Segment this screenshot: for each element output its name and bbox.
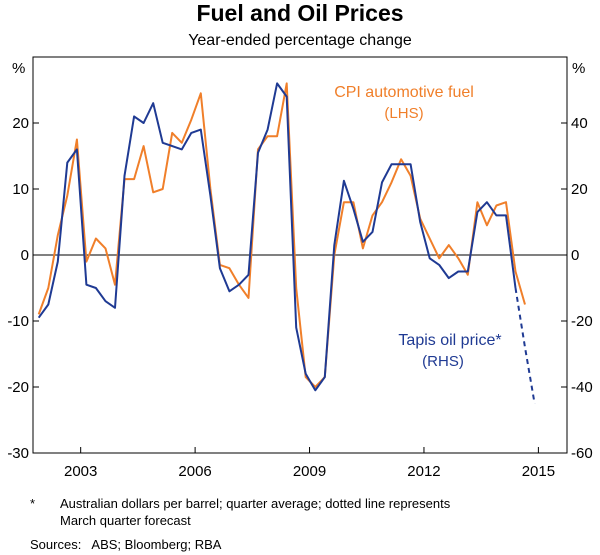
footnote-marker: * [30,496,36,511]
x-axis-tick-label: 2012 [407,463,440,480]
left-axis-tick-label: 0 [21,247,29,264]
left-axis-tick-label: -10 [7,313,29,330]
left-axis-tick-label: -20 [7,379,29,396]
chart-title: Fuel and Oil Prices [196,0,404,26]
right-axis-tick-label: 40 [571,115,588,132]
right-axis-tick-label: 20 [571,181,588,198]
x-axis-tick-label: 2006 [178,463,211,480]
left-axis-tick-label: 20 [12,115,29,132]
footnote-line-1: Australian dollars per barrel; quarter a… [60,496,451,511]
right-axis-tick-label: 0 [571,247,579,264]
right-axis-tick-label: -60 [571,445,593,462]
sources-note: Sources: ABS; Bloomberg; RBA [30,537,222,552]
right-axis-unit: % [572,60,585,77]
cpi-fuel-axis-label: (LHS) [384,105,423,122]
left-axis-tick-label: 10 [12,181,29,198]
left-axis-tick-label: -30 [7,445,29,462]
chart-subtitle: Year-ended percentage change [188,32,412,49]
x-axis-tick-label: 2003 [64,463,97,480]
x-axis-tick-label: 2015 [522,463,555,480]
tapis-oil-line [37,82,517,392]
right-axis-tick-label: -40 [571,379,593,396]
x-axis-tick-label: 2009 [293,463,326,480]
right-axis-tick-label: -20 [571,313,593,330]
tapis-oil-label: Tapis oil price* [398,332,501,349]
cpi-fuel-label: CPI automotive fuel [334,84,474,101]
tapis-oil-axis-label: (RHS) [422,353,464,370]
left-axis-unit: % [12,60,25,77]
footnote-line-2: March quarter forecast [60,513,191,528]
tapis-oil-forecast-line [514,287,536,404]
